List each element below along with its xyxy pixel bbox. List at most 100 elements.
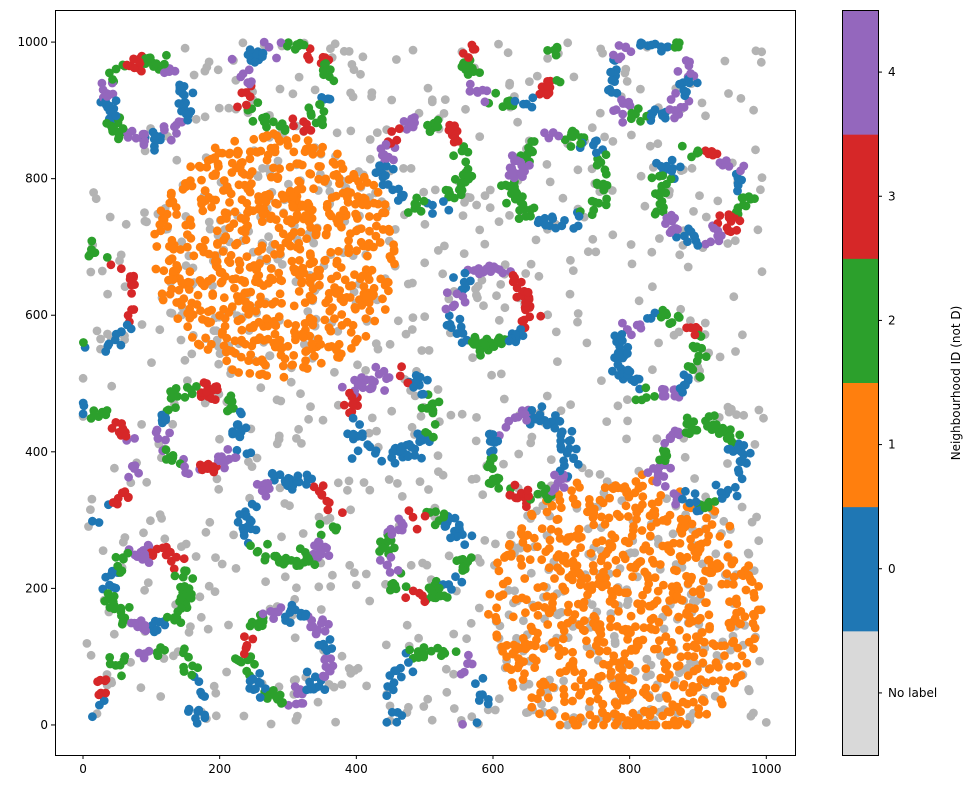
point-label-1 (275, 289, 285, 299)
point-label-1 (737, 651, 747, 661)
point-no-label (201, 527, 211, 537)
point-label-0 (233, 517, 243, 527)
point-label-1 (750, 634, 759, 644)
point-no-label (433, 451, 443, 460)
point-no-label (196, 612, 206, 622)
point-label-1 (331, 191, 341, 201)
point-label-0 (623, 349, 632, 358)
point-no-label (404, 702, 413, 712)
point-no-label (756, 185, 765, 195)
point-label-1 (209, 195, 218, 205)
point-label-1 (218, 327, 227, 337)
point-label-2 (248, 116, 258, 126)
point-label-1 (291, 335, 300, 345)
point-label-1 (631, 477, 641, 486)
point-no-label (546, 455, 556, 464)
point-label-0 (408, 667, 418, 677)
point-label-1 (156, 206, 166, 216)
point-label-1 (356, 237, 366, 247)
point-label-0 (607, 88, 617, 97)
point-label-1 (313, 334, 323, 344)
point-label-0 (194, 705, 204, 715)
point-label-4 (681, 56, 691, 65)
point-label-2 (738, 193, 748, 203)
point-no-label (568, 266, 578, 275)
point-label-1 (365, 306, 375, 316)
point-label-1 (548, 638, 557, 647)
point-label-1 (513, 663, 523, 673)
point-label-0 (454, 520, 464, 530)
point-label-1 (326, 247, 336, 257)
point-label-1 (184, 285, 194, 294)
point-no-label (724, 407, 734, 417)
point-no-label (695, 191, 704, 201)
point-label-0 (397, 711, 407, 720)
point-label-0 (606, 67, 615, 77)
point-label-1 (517, 561, 527, 570)
point-label-4 (257, 486, 267, 496)
point-no-label (273, 156, 283, 166)
point-label-1 (608, 592, 617, 602)
point-label-1 (555, 668, 565, 677)
point-label-1 (631, 622, 640, 631)
point-label-1 (617, 683, 627, 692)
point-label-1 (336, 159, 346, 169)
point-label-1 (603, 711, 612, 721)
point-no-label (427, 95, 437, 105)
point-label-2 (451, 647, 461, 656)
point-no-label (359, 478, 369, 487)
point-label-1 (163, 222, 173, 231)
point-label-1 (597, 552, 607, 562)
point-no-label (723, 239, 733, 248)
point-label-1 (650, 506, 660, 515)
point-no-label (424, 485, 433, 494)
point-label-1 (517, 593, 527, 603)
point-no-label (361, 366, 370, 375)
point-label-3 (166, 547, 175, 557)
point-label-0 (571, 444, 581, 454)
point-label-0 (417, 453, 426, 463)
point-label-1 (225, 223, 235, 233)
point-label-2 (486, 479, 496, 489)
point-no-label (737, 502, 747, 512)
point-label-0 (623, 365, 633, 375)
point-label-1 (183, 322, 193, 332)
point-label-1 (263, 150, 273, 160)
point-label-2 (187, 670, 197, 680)
point-label-1 (361, 314, 371, 323)
point-no-label (675, 250, 685, 260)
point-label-1 (648, 705, 658, 715)
point-no-label (465, 193, 475, 203)
point-label-0 (88, 516, 97, 526)
point-label-1 (558, 556, 568, 565)
point-no-label (407, 422, 417, 432)
x-tick-label: 600 (482, 762, 505, 776)
point-label-4 (223, 445, 233, 454)
point-label-1 (320, 177, 329, 186)
point-label-1 (284, 233, 294, 243)
colorbar-tick-label: 0 (888, 562, 896, 576)
colorbar-label: Neighbourhood ID (not D) (949, 306, 963, 461)
point-label-1 (683, 671, 693, 680)
point-no-label (569, 72, 579, 82)
point-label-1 (254, 299, 264, 309)
point-label-2 (521, 212, 531, 221)
point-label-2 (180, 392, 190, 402)
point-no-label (332, 128, 342, 138)
point-label-3 (418, 591, 427, 600)
point-label-1 (310, 351, 319, 361)
point-label-1 (234, 147, 243, 157)
point-no-label (224, 103, 234, 113)
point-label-3 (210, 382, 220, 392)
point-label-3 (197, 465, 207, 475)
point-no-label (290, 633, 300, 643)
point-label-1 (274, 223, 284, 233)
point-label-1 (242, 252, 252, 261)
point-label-4 (380, 386, 389, 395)
point-label-1 (225, 148, 235, 158)
point-label-2 (662, 179, 671, 189)
point-no-label (532, 71, 542, 81)
point-label-1 (214, 162, 223, 172)
point-label-2 (457, 62, 467, 71)
point-label-4 (450, 300, 459, 310)
